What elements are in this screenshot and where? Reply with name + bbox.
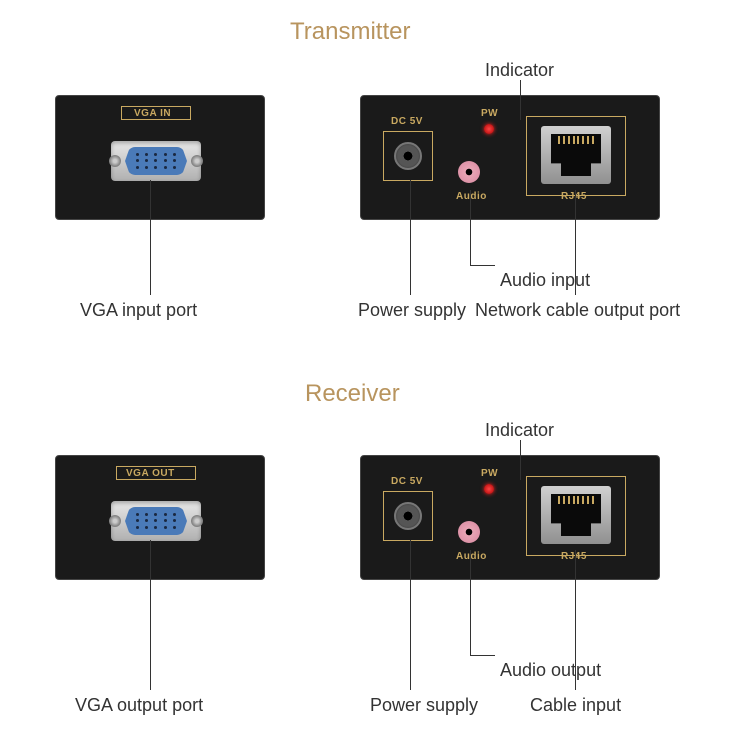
tx-vga-port	[111, 141, 201, 181]
tx-network-label: Network cable output port	[475, 300, 680, 321]
rx-audio-text: Audio	[456, 551, 487, 562]
rx-indicator-label: Indicator	[485, 420, 554, 441]
line	[470, 550, 471, 655]
line	[150, 540, 151, 690]
rx-dc-text: DC 5V	[391, 476, 423, 487]
line	[150, 180, 151, 295]
tx-audio-jack	[458, 161, 480, 183]
tx-right-panel: DC 5V PW Audio RJ45	[360, 95, 660, 220]
transmitter-title: Transmitter	[290, 18, 410, 46]
rx-pw-text: PW	[481, 468, 498, 479]
tx-dc-text: DC 5V	[391, 116, 423, 127]
rx-dc-jack	[394, 502, 422, 530]
tx-vga-label: VGA input port	[80, 300, 197, 321]
rx-rj45-port	[541, 486, 611, 544]
tx-audio-label: Audio input	[500, 270, 590, 291]
line	[520, 80, 521, 120]
tx-rj45-text: RJ45	[561, 191, 587, 202]
tx-dc-jack	[394, 142, 422, 170]
line	[520, 440, 521, 480]
tx-indicator-label: Indicator	[485, 60, 554, 81]
tx-audio-text: Audio	[456, 191, 487, 202]
tx-vga-panel-label: VGA IN	[134, 108, 171, 119]
tx-pw-led	[484, 124, 494, 134]
rx-vga-label: VGA output port	[75, 695, 203, 716]
tx-rj45-port	[541, 126, 611, 184]
tx-power-label: Power supply	[358, 300, 466, 321]
rx-audio-label: Audio output	[500, 660, 601, 681]
tx-pw-text: PW	[481, 108, 498, 119]
rx-rj45-text: RJ45	[561, 551, 587, 562]
rx-pw-led	[484, 484, 494, 494]
rx-vga-panel: VGA OUT	[55, 455, 265, 580]
rx-vga-panel-label: VGA OUT	[126, 468, 175, 479]
line	[470, 265, 495, 266]
line	[470, 190, 471, 265]
rx-audio-jack	[458, 521, 480, 543]
receiver-title: Receiver	[305, 380, 400, 408]
rx-vga-port	[111, 501, 201, 541]
rx-power-label: Power supply	[370, 695, 478, 716]
rx-right-panel: DC 5V PW Audio RJ45	[360, 455, 660, 580]
line	[470, 655, 495, 656]
line	[410, 180, 411, 295]
line	[410, 540, 411, 690]
tx-vga-panel: VGA IN	[55, 95, 265, 220]
rx-cable-label: Cable input	[530, 695, 621, 716]
